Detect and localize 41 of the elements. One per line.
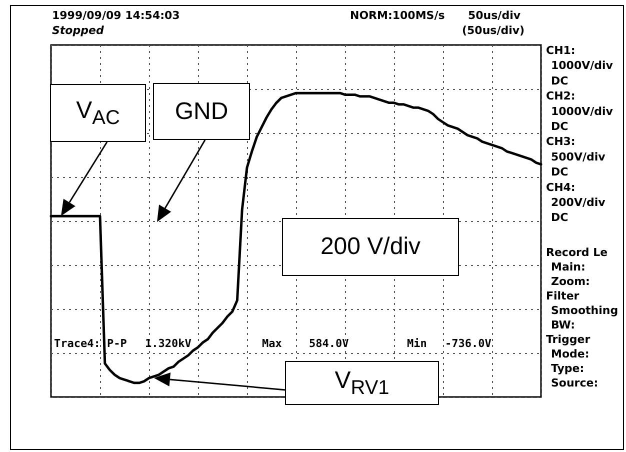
text: 50us/div xyxy=(468,9,522,22)
text: Trigger xyxy=(546,333,591,346)
text: DC xyxy=(551,74,568,88)
text: Zoom: xyxy=(551,275,590,288)
callout-box: 200 V/div xyxy=(282,218,459,276)
text: DC xyxy=(551,211,568,224)
callout-box: GND xyxy=(153,83,250,140)
annotation: 1.320kV xyxy=(145,337,192,350)
text: NORM:100MS/s xyxy=(350,9,446,22)
text: CH3: xyxy=(546,135,576,148)
text: Filter xyxy=(546,290,580,302)
source-note: Source: xyxy=(551,376,598,390)
annotation: V$_{RV1}$ xyxy=(334,366,390,400)
annotation: V$_{AC}$ xyxy=(76,96,120,130)
annotation: -736.0V xyxy=(445,337,492,350)
text: Stopped xyxy=(52,24,104,37)
annotation: 200 V/div xyxy=(320,233,421,261)
annotation: GND xyxy=(174,98,228,126)
annotation: 584.0V xyxy=(309,337,350,350)
text: 1000V/div xyxy=(551,104,614,118)
text: Mode: xyxy=(551,348,590,360)
text: CH1: xyxy=(546,44,576,57)
callout-box: V$_{AC}$ xyxy=(50,84,146,142)
annotation: Min xyxy=(407,337,427,350)
text: Main: xyxy=(551,260,586,274)
text: (50us/div) xyxy=(462,24,525,37)
text: 200V/div xyxy=(551,196,606,209)
callout-box: V$_{RV1}$ xyxy=(285,361,439,405)
text: BW: xyxy=(551,318,575,332)
text: Type: xyxy=(551,362,584,375)
text: CH2: xyxy=(546,90,576,103)
annotation: Max xyxy=(262,337,282,350)
text: 500V/div xyxy=(551,150,606,164)
text: 1000V/div xyxy=(551,59,614,72)
text: Smoothing xyxy=(551,304,618,317)
text: Record Le xyxy=(546,246,608,259)
text: DC xyxy=(551,166,568,179)
text: DC xyxy=(551,120,568,133)
text: 1999/09/09 14:54:03 xyxy=(52,9,180,22)
text: CH4: xyxy=(546,180,576,194)
annotation: Trace4: P-P xyxy=(54,337,128,350)
